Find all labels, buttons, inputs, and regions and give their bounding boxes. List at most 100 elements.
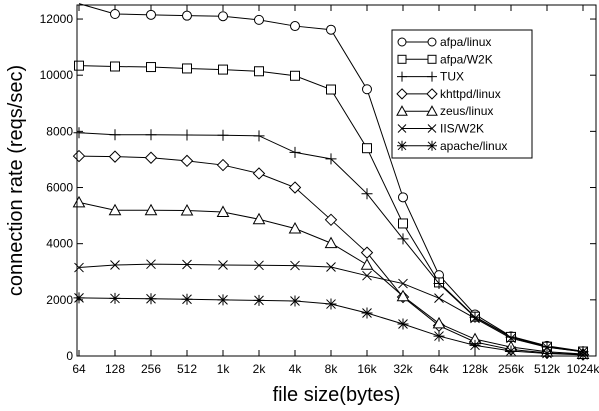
data-point xyxy=(254,14,264,25)
data-point xyxy=(289,146,301,158)
data-point xyxy=(253,130,265,142)
series-layer xyxy=(72,3,590,361)
data-point xyxy=(506,333,516,344)
data-point xyxy=(397,54,407,64)
x-tick-label: 512 xyxy=(177,362,197,376)
x-tick-label: 32k xyxy=(393,362,413,376)
y-tick-label: 10000 xyxy=(40,68,74,82)
data-point xyxy=(72,149,86,163)
data-point xyxy=(398,218,408,229)
data-point xyxy=(397,318,409,330)
x-tick-label: 1024k xyxy=(567,362,599,376)
y-tick-label: 12000 xyxy=(40,12,74,26)
y-tick-label: 8000 xyxy=(46,124,73,138)
data-point xyxy=(398,192,408,203)
data-point xyxy=(182,10,192,21)
data-point xyxy=(324,213,338,227)
data-point xyxy=(146,259,156,270)
x-tick-label: 1k xyxy=(217,362,231,376)
data-point xyxy=(218,11,228,22)
data-point xyxy=(397,37,407,47)
data-point xyxy=(218,64,228,75)
series-apache-linux xyxy=(73,292,589,361)
x-tick-label: 16k xyxy=(357,362,377,376)
legend-item: afpa/linux xyxy=(397,35,491,49)
data-point xyxy=(397,71,407,82)
data-point xyxy=(326,262,336,272)
x-axis-ticks: 64 128 256 512 1k 2k 4k 8k 16k 32k 64k 128k 256k 512k… xyxy=(72,5,599,376)
data-point xyxy=(397,233,409,245)
y-axis-ticks: 0 2000 4000 6000 8000 10000 12000 xyxy=(40,12,596,363)
data-point xyxy=(433,330,445,342)
data-point xyxy=(108,150,122,163)
x-tick-label: 8k xyxy=(325,362,339,376)
legend-item: afpa/W2K xyxy=(397,52,493,66)
data-point xyxy=(216,158,230,172)
legend-label: afpa/W2K xyxy=(440,52,493,66)
data-point xyxy=(218,260,228,270)
data-point xyxy=(469,311,481,323)
legend-label: afpa/linux xyxy=(440,35,491,49)
data-point xyxy=(290,70,300,81)
legend-item: khttpd/linux xyxy=(396,87,501,101)
data-point xyxy=(541,347,553,359)
data-point xyxy=(577,349,589,361)
data-point xyxy=(146,9,156,20)
data-point xyxy=(145,293,157,305)
data-point xyxy=(362,143,372,154)
data-point xyxy=(181,293,193,305)
data-point xyxy=(361,188,373,200)
data-point xyxy=(290,260,300,271)
data-point xyxy=(74,262,84,273)
x-tick-label: 512k xyxy=(534,362,561,376)
data-point xyxy=(432,316,446,329)
data-point xyxy=(396,88,408,100)
data-point xyxy=(427,71,437,82)
data-point xyxy=(324,236,338,249)
data-point xyxy=(426,105,438,116)
legend-item: apache/linux xyxy=(397,139,507,153)
data-point xyxy=(217,294,229,306)
y-axis-title: connection rate (reqs/sec) xyxy=(5,65,27,296)
data-point xyxy=(254,260,264,271)
y-tick-label: 6000 xyxy=(46,181,73,195)
x-tick-label: 256k xyxy=(498,362,525,376)
data-point xyxy=(181,129,193,141)
data-point xyxy=(398,278,408,289)
data-point xyxy=(144,203,158,216)
legend-label: IIS/W2K xyxy=(440,122,484,136)
data-point xyxy=(74,60,84,71)
data-point xyxy=(434,293,444,304)
data-point xyxy=(326,84,336,95)
x-tick-label: 4k xyxy=(289,362,303,376)
data-point xyxy=(182,63,192,74)
data-point xyxy=(180,204,194,216)
data-point xyxy=(73,292,85,304)
legend-item: IIS/W2K xyxy=(397,122,484,136)
data-point xyxy=(470,313,480,324)
data-point xyxy=(397,140,407,151)
data-point xyxy=(325,298,337,310)
x-tick-label: 64 xyxy=(72,362,86,376)
y-tick-label: 2000 xyxy=(46,293,73,307)
data-point xyxy=(288,221,302,234)
data-point xyxy=(362,84,372,95)
data-point xyxy=(289,295,301,307)
data-point xyxy=(427,37,437,47)
data-point xyxy=(217,129,229,141)
data-point xyxy=(288,181,302,194)
data-point xyxy=(216,205,230,217)
legend-item: zeus/linux xyxy=(396,104,493,118)
x-tick-label: 2k xyxy=(253,362,267,376)
legend-label: apache/linux xyxy=(440,139,507,153)
data-point xyxy=(108,203,122,216)
legend-label: zeus/linux xyxy=(440,104,493,118)
data-point xyxy=(72,195,86,208)
data-point xyxy=(397,124,407,133)
data-point xyxy=(110,260,120,270)
data-point xyxy=(110,8,120,19)
plot-frame xyxy=(76,4,597,357)
data-point xyxy=(396,105,408,116)
data-point xyxy=(361,307,373,319)
